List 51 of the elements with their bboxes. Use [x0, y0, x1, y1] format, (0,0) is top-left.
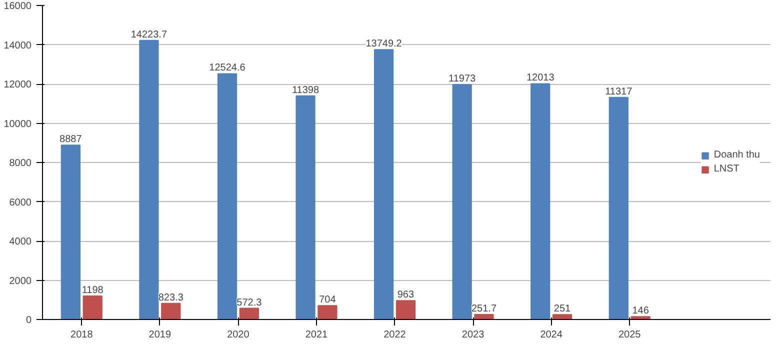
bar — [374, 49, 394, 320]
y-tick-label: 2000 — [9, 276, 32, 287]
y-tick-label: 12000 — [4, 80, 32, 90]
data-label: 704 — [319, 294, 336, 306]
y-tick-label: 10000 — [4, 118, 32, 130]
bar — [60, 144, 80, 320]
bar — [296, 95, 316, 320]
legend-label: Doanh thu — [714, 150, 760, 160]
bar — [608, 96, 628, 320]
y-tick-label: 14000 — [4, 40, 32, 52]
bar — [217, 73, 238, 320]
data-label: 823.3 — [158, 292, 184, 304]
bar — [552, 314, 572, 320]
y-tick-label: 16000 — [4, 1, 32, 12]
y-tick-label: 8000 — [9, 158, 32, 169]
data-label: 963 — [397, 290, 414, 301]
bar — [452, 84, 472, 320]
bar — [630, 316, 650, 320]
x-tick-label: 2022 — [384, 330, 406, 340]
bar — [82, 295, 102, 320]
data-label: 11973 — [448, 74, 476, 85]
y-tick-label: 4000 — [9, 236, 32, 248]
bar — [239, 308, 259, 320]
data-label: 572.3 — [236, 297, 262, 308]
data-label: 11317 — [605, 86, 633, 98]
bar — [161, 302, 181, 320]
y-tick-label: 0 — [26, 315, 32, 326]
bar — [474, 314, 494, 320]
data-label: 1198 — [82, 284, 104, 296]
x-tick-label: 2019 — [148, 330, 172, 340]
x-tick-label: 2024 — [540, 330, 563, 340]
data-label: 14223.7 — [130, 29, 168, 40]
data-label: 11398 — [292, 84, 320, 96]
bar — [139, 40, 159, 320]
x-tick-label: 2021 — [305, 330, 328, 340]
x-tick-label: 2023 — [462, 330, 485, 340]
bar — [318, 305, 338, 320]
data-label: 12013 — [526, 72, 555, 84]
data-label: 146 — [632, 306, 650, 317]
data-label: 251 — [554, 304, 572, 315]
bar — [530, 83, 550, 320]
data-label: 13749.2 — [366, 38, 402, 50]
data-label: 12524.6 — [209, 62, 246, 74]
data-label: 8887 — [60, 134, 82, 146]
x-tick-label: 2025 — [618, 330, 642, 340]
data-label: 251.7 — [471, 304, 497, 315]
x-tick-label: 2018 — [70, 330, 94, 340]
bar — [396, 300, 416, 320]
legend-label: LNST — [714, 164, 740, 174]
y-tick-label: 6000 — [9, 197, 32, 208]
x-tick-label: 2020 — [227, 330, 250, 340]
